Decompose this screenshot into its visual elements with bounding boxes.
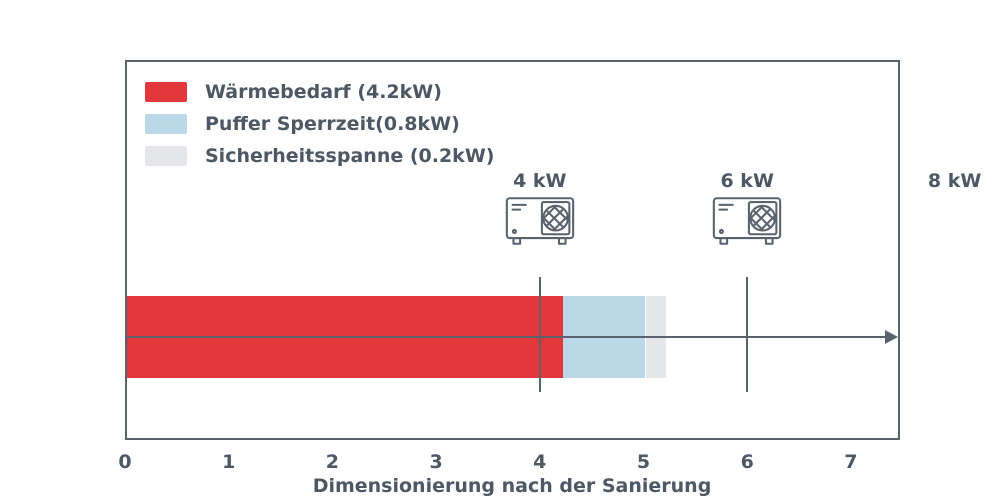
marker-label: 4 kW [513, 170, 567, 192]
outside-marker-label: 8 kW [927, 170, 982, 192]
x-tick-label: 4 [533, 451, 547, 473]
legend-label: Wärmebedarf (4.2kW) [205, 81, 442, 103]
marker-label: 6 kW [720, 170, 774, 192]
legend-item-waermebedarf: Wärmebedarf (4.2kW) [145, 76, 494, 108]
legend-swatch-red [145, 82, 187, 102]
x-tick-label: 6 [740, 451, 754, 473]
legend-item-puffer-sperrzeit: Puffer Sperrzeit(0.8kW) [145, 108, 494, 140]
axis-arrowhead-icon [885, 330, 898, 344]
x-tick-label: 1 [222, 451, 236, 473]
legend-item-sicherheitsspanne: Sicherheitsspanne (0.2kW) [145, 140, 494, 172]
marker-line-4kw [538, 277, 541, 392]
x-tick-label: 5 [636, 451, 651, 473]
legend-label: Puffer Sperrzeit(0.8kW) [205, 113, 460, 135]
legend: Wärmebedarf (4.2kW) Puffer Sperrzeit(0.8… [145, 76, 494, 172]
x-axis-title: Dimensionierung nach der Sanierung [312, 475, 712, 497]
x-tick-label: 7 [844, 451, 858, 473]
legend-swatch-gray [145, 146, 187, 166]
x-tick-label: 3 [429, 451, 443, 473]
heat-pump-icon [505, 197, 574, 245]
marker-line-6kw [746, 277, 749, 392]
x-tick-label: 2 [325, 451, 340, 473]
legend-label: Sicherheitsspanne (0.2kW) [205, 145, 495, 167]
heat-pump-icon [712, 197, 782, 245]
axis-arrow-line [127, 336, 885, 338]
legend-swatch-blue [145, 114, 187, 134]
x-tick-label: 0 [118, 451, 132, 473]
